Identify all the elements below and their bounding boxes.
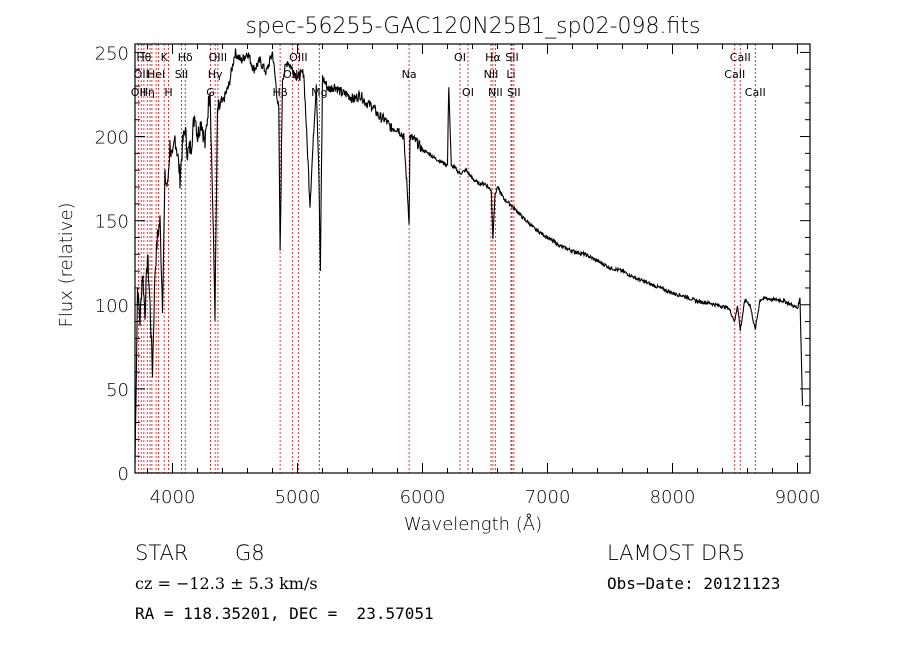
redshift-velocity: cz = −12.3 ± 5.3 km/s (135, 574, 318, 593)
line-marker-label: SII (175, 68, 188, 81)
y-tick-label: 250 (95, 43, 129, 64)
line-marker-label: Hγ (208, 68, 223, 81)
y-tick-label: 150 (95, 212, 129, 233)
object-subclass: G8 (235, 541, 265, 565)
line-marker-label: CaII (730, 51, 751, 64)
object-class: STAR (135, 541, 189, 565)
line-marker-label: K (161, 51, 169, 64)
emission-line-markers (137, 44, 756, 473)
line-marker-label: Mg (311, 86, 327, 99)
line-marker-label: NII (488, 86, 503, 99)
coordinates: RA = 118.35201, DEC = 23.57051 (135, 604, 434, 623)
line-marker-label: OI (454, 51, 466, 64)
line-marker-label: Hβ (272, 86, 287, 99)
line-marker-label: Hδ (178, 51, 193, 64)
line-marker-label: CaII (724, 68, 745, 81)
line-marker-label: CaII (745, 86, 766, 99)
y-axis-ticks: 0 50 100 150 200 250 (95, 43, 810, 485)
line-marker-label: NII (484, 68, 499, 81)
line-marker-label: H (164, 86, 172, 99)
line-marker-label: Hα (485, 51, 501, 64)
observation-date: Obs−Date: 20121123 (607, 574, 781, 593)
x-tick-label: 7000 (525, 487, 571, 508)
line-marker-label: Hθ (136, 51, 151, 64)
line-marker-label: HeI (147, 68, 165, 81)
line-marker-label: SII (505, 51, 518, 64)
chart-title: spec-56255-GAC120N25B1_sp02-098.fits (246, 14, 701, 39)
line-marker-label: OII (134, 68, 149, 81)
y-axis-label: Flux (relative) (56, 202, 77, 327)
line-marker-label: OIII (209, 51, 227, 64)
spectrum-line (134, 48, 804, 465)
plot-frame (134, 43, 811, 474)
line-marker-label: OIII (283, 68, 301, 81)
x-axis-label: Wavelength (Å) (404, 513, 542, 535)
x-tick-label: 5000 (275, 487, 321, 508)
line-marker-label: SII (507, 86, 520, 99)
x-tick-label: 8000 (650, 487, 696, 508)
y-tick-label: 200 (95, 128, 129, 149)
line-marker-label: OIII (289, 51, 307, 64)
survey-name: LAMOST DR5 (607, 541, 746, 565)
y-tick-label: 100 (95, 296, 129, 317)
line-marker-label: OI (462, 86, 474, 99)
line-marker-label: Li (506, 68, 515, 81)
line-marker-label: Na (402, 68, 417, 81)
x-axis-ticks: 4000 5000 6000 7000 8000 9000 (147, 44, 821, 508)
x-tick-label: 6000 (400, 487, 446, 508)
y-tick-label: 0 (118, 464, 129, 485)
line-marker-label: Hη (140, 86, 155, 99)
x-tick-label: 4000 (150, 487, 196, 508)
x-tick-label: 9000 (775, 487, 821, 508)
y-tick-label: 50 (106, 380, 129, 401)
